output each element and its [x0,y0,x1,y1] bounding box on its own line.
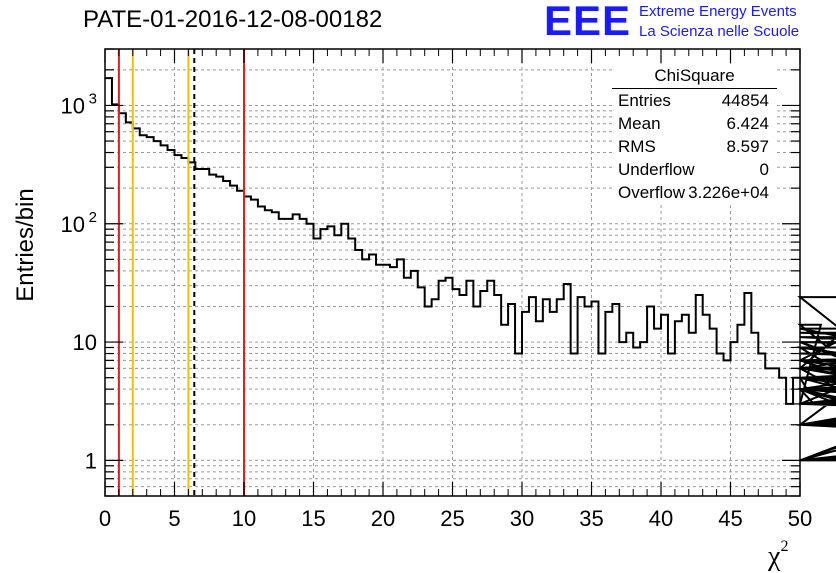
x-tick-label: 15 [301,506,325,531]
stats-label: Overflow [618,183,686,202]
eee-logo: EEE Extreme Energy Events La Scienza nel… [544,0,799,42]
y-tick-label: 10 [61,93,85,118]
stats-value: 3.226e+04 [688,183,769,202]
stats-value: 6.424 [726,114,769,133]
histogram-series [105,77,836,462]
x-tick-label: 30 [510,506,534,531]
stats-row-underflow: Underflow 0 [612,158,777,181]
x-tick-label: 5 [168,506,180,531]
page-title: PATE-01-2016-12-08-00182 [83,6,383,33]
x-axis-title: χ2 [768,538,788,573]
logo-mark: EEE [544,0,632,44]
logo-line-2: La Scienza nelle Scuole [639,23,800,40]
stats-label: Entries [618,91,671,110]
stats-value: 0 [759,160,769,179]
y-axis-label: Entries/bin [12,188,39,302]
x-tick-label: 35 [579,506,603,531]
x-tick-label: 0 [99,506,111,531]
x-tick-label: 20 [371,506,395,531]
x-tick-label: 40 [649,506,673,531]
grid-lines [105,49,800,496]
reference-lines [117,49,245,496]
stats-row-mean: Mean 6.424 [612,112,777,135]
x-axis-label-superscript: 2 [780,538,789,555]
stats-row-entries: Entries 44854 [612,89,777,112]
logo-text: Extreme Energy Events La Scienza nelle S… [639,2,799,42]
x-tick-label: 10 [232,506,256,531]
x-tick-label: 45 [718,506,742,531]
x-tick-label: 50 [788,506,812,531]
x-axis-label: χ [768,541,781,572]
logo-line-1: Extreme Energy Events [639,3,797,20]
stats-header: ChiSquare [612,66,777,89]
stats-value: 44854 [721,91,769,110]
stats-label: Underflow [618,160,695,179]
stats-row-overflow: Overflow 3.226e+04 [612,181,777,204]
x-axis-ticks: 0 5 10 15 20 25 30 35 40 45 50 [99,49,812,531]
stats-row-rms: RMS 8.597 [612,135,777,158]
y-axis-title: Entries/bin [6,188,46,301]
y-tick-label-exponent: 3 [89,90,97,107]
y-tick-label: 10 [61,212,85,237]
y-tick-label: 1 [85,448,97,473]
x-tick-label: 25 [440,506,464,531]
y-tick-label-exponent: 2 [89,209,97,226]
y-tick-label: 10 [73,330,97,355]
stats-box: ChiSquare Entries 44854 Mean 6.424 RMS 8.59… [612,66,777,204]
stats-label: Mean [618,114,661,133]
histogram-step-line [105,77,836,462]
stats-label: RMS [618,137,656,156]
stats-value: 8.597 [726,137,769,156]
